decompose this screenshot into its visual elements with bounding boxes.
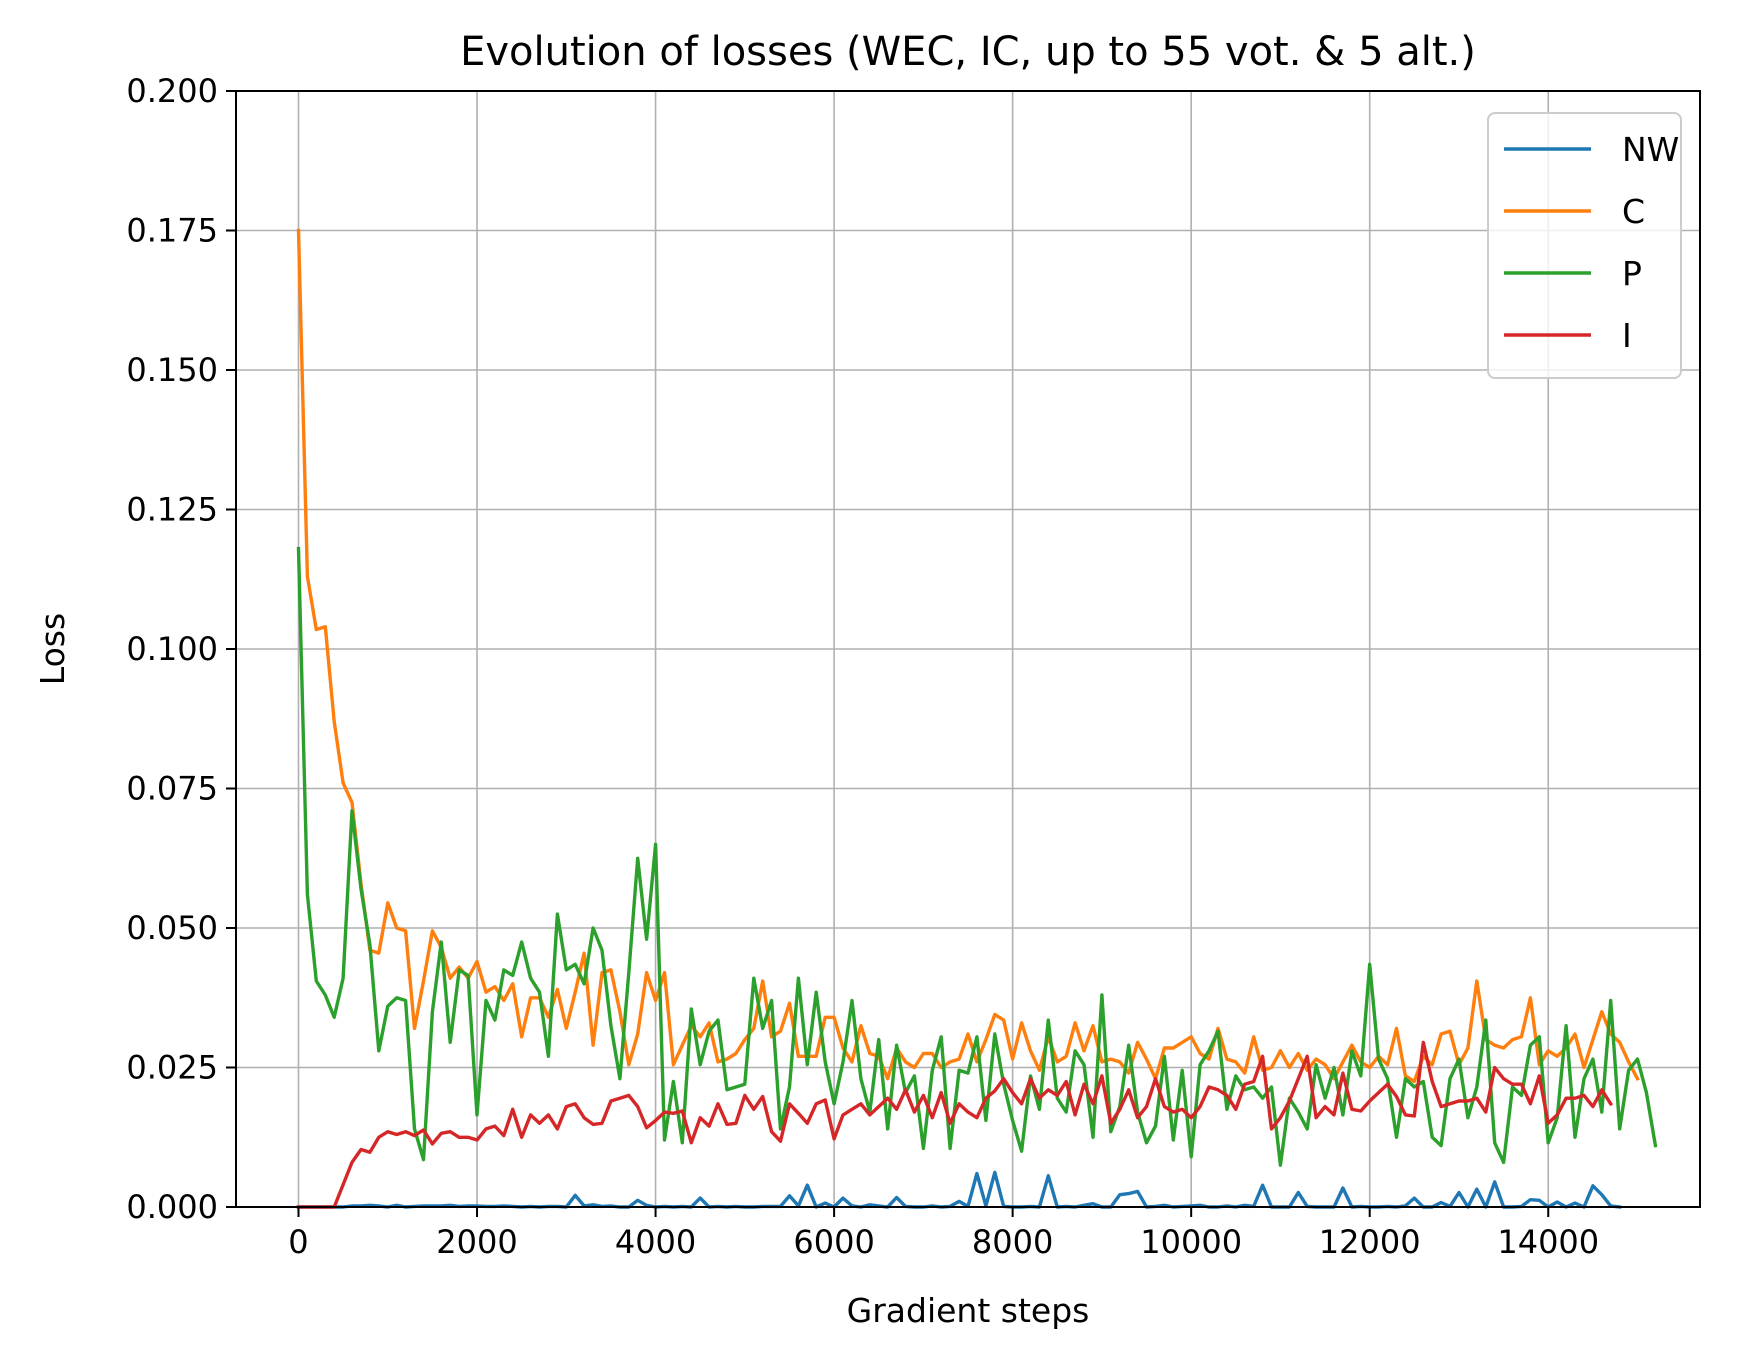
- legend-label-nw: NW: [1622, 130, 1679, 169]
- series-line-c: [296, 228, 1640, 1084]
- legend-label-c: C: [1622, 192, 1645, 231]
- legend-box: [1487, 112, 1682, 379]
- x-tick-label: 14000: [1497, 1223, 1599, 1261]
- legend-label-i: I: [1622, 316, 1632, 355]
- x-tick-label: 4000: [615, 1223, 696, 1261]
- x-tick-label: 6000: [793, 1223, 874, 1261]
- y-tick-label: 0.050: [126, 909, 218, 947]
- y-tick-label: 0.150: [126, 351, 218, 389]
- x-tick-label: 0: [288, 1223, 308, 1261]
- y-tick-label: 0.200: [126, 72, 218, 110]
- y-axis-label: Loss: [33, 613, 72, 685]
- x-axis-label: Gradient steps: [847, 1291, 1090, 1330]
- y-tick-label: 0.075: [126, 770, 218, 808]
- y-tick-label: 0.025: [126, 1049, 218, 1087]
- x-tick-label: 8000: [972, 1223, 1053, 1261]
- x-tick-label: 12000: [1319, 1223, 1421, 1261]
- x-tick-label: 2000: [436, 1223, 517, 1261]
- y-tick-label: 0.100: [126, 630, 218, 668]
- chart-title: Evolution of losses (WEC, IC, up to 55 v…: [460, 29, 1476, 75]
- y-tick-label: 0.125: [126, 491, 218, 529]
- legend-label-p: P: [1622, 254, 1642, 293]
- axis-ticks: 0 2000 4000 6000 8000 10000 12000 14000 0.000 0.0…: [126, 72, 1599, 1261]
- y-tick-label: 0.175: [126, 212, 218, 250]
- legend: NW CPI: [1487, 112, 1682, 379]
- series-line-i: [296, 1040, 1614, 1209]
- y-tick-label: 0.000: [126, 1188, 218, 1226]
- x-tick-label: 10000: [1140, 1223, 1242, 1261]
- series-line-p: [296, 546, 1658, 1167]
